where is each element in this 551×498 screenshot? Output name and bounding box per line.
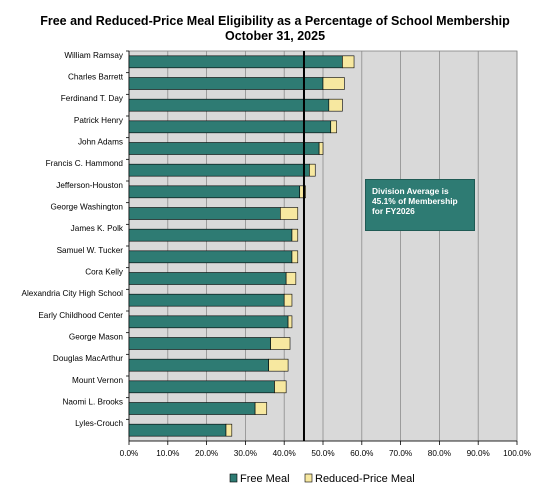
bar-free-meal — [128, 228, 293, 242]
bar-reduced-price-meal — [285, 272, 297, 285]
legend-swatch — [229, 473, 238, 483]
category-label: John Adams — [78, 138, 123, 147]
bar-reduced-price-meal — [225, 423, 233, 437]
bar-reduced-price-meal — [280, 207, 299, 220]
category-label: Ferdinand T. Day — [61, 94, 124, 103]
category-label: Douglas MacArthur — [53, 354, 123, 363]
category-label: George Washington — [50, 203, 123, 212]
chart-subtitle: October 31, 2025 — [225, 29, 325, 43]
x-tick-labels: 0.0% 10.0% 20.0% 30.0% 40.0% 50.0% 60.0% 70.0% 8… — [120, 449, 531, 458]
bar-reduced-price-meal — [274, 380, 287, 394]
category-label: Mount Vernon — [72, 376, 123, 385]
legend-label-free-meal: Free Meal — [240, 473, 290, 485]
bar-free-meal — [128, 120, 332, 134]
category-label: Patrick Henry — [74, 116, 124, 125]
x-tick-label: 20.0% — [195, 449, 218, 458]
category-label: William Ramsay — [64, 51, 124, 60]
bar-free-meal — [128, 163, 310, 177]
legend-swatch — [304, 473, 313, 483]
bar-free-meal — [128, 423, 227, 437]
x-tick-label: 50.0% — [311, 449, 334, 458]
category-label: Samuel W. Tucker — [57, 246, 124, 255]
category-label: Alexandria City High School — [22, 289, 124, 298]
bar-reduced-price-meal — [318, 142, 324, 155]
chart-title: Free and Reduced-Price Meal Eligibility … — [40, 14, 510, 28]
bar-reduced-price-meal — [342, 55, 355, 69]
bar-reduced-price-meal — [322, 77, 345, 90]
x-tick-label: 80.0% — [428, 449, 451, 458]
category-labels: William Ramsay Charles Barrett Ferdinand T… — [22, 50, 129, 428]
bar-reduced-price-meal — [268, 358, 289, 372]
bar-free-meal — [128, 272, 287, 285]
bar-free-meal — [128, 55, 343, 69]
bar-free-meal — [128, 358, 269, 372]
x-tick-label: 100.0% — [503, 449, 531, 458]
x-tick-label: 30.0% — [234, 449, 257, 458]
x-tick-label: 60.0% — [350, 449, 373, 458]
bar-free-meal — [128, 315, 289, 329]
bar-reduced-price-meal — [254, 402, 268, 415]
bar-reduced-price-meal — [330, 120, 337, 134]
division-average-note: Division Average is 45.1% of Membership … — [365, 179, 475, 231]
category-label: Early Childhood Center — [38, 311, 123, 320]
bar-reduced-price-meal — [270, 337, 291, 350]
bar-free-meal — [128, 380, 275, 394]
bar-free-meal — [128, 207, 281, 220]
bar-reduced-price-meal — [309, 163, 316, 177]
x-tick-label: 10.0% — [156, 449, 179, 458]
bar-reduced-price-meal — [283, 293, 293, 307]
x-tick-label: 90.0% — [467, 449, 490, 458]
bar-reduced-price-meal — [287, 315, 293, 329]
bar-free-meal — [128, 337, 271, 350]
legend-label-reduced-price-meal: Reduced-Price Meal — [315, 473, 415, 485]
category-label: George Mason — [69, 333, 124, 342]
bar-reduced-price-meal — [299, 185, 306, 199]
category-label: James K. Polk — [71, 224, 124, 233]
category-label: Francis C. Hammond — [46, 159, 124, 168]
bar-free-meal — [128, 402, 256, 415]
x-tick-label: 70.0% — [389, 449, 412, 458]
bar-reduced-price-meal — [291, 250, 299, 264]
bar-free-meal — [128, 293, 285, 307]
category-label: Jefferson-Houston — [56, 181, 123, 190]
x-tick-label: 0.0% — [120, 449, 139, 458]
legend: Free Meal Reduced-Price Meal — [229, 473, 415, 485]
category-label: Charles Barrett — [68, 73, 124, 82]
bar-free-meal — [128, 250, 293, 264]
bar-reduced-price-meal — [291, 228, 299, 242]
category-label: Naomi L. Brooks — [62, 398, 123, 407]
category-label: Cora Kelly — [85, 268, 124, 277]
bar-free-meal — [128, 142, 320, 155]
bar-free-meal — [128, 185, 301, 199]
category-label: Lyles-Crouch — [75, 419, 123, 428]
bar-reduced-price-meal — [328, 98, 343, 112]
bars — [128, 55, 355, 437]
x-tick-label: 40.0% — [273, 449, 296, 458]
bar-free-meal — [128, 98, 330, 112]
bar-free-meal — [128, 77, 324, 90]
